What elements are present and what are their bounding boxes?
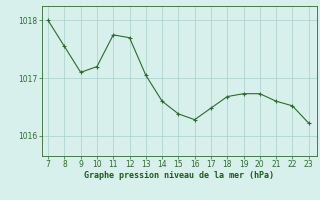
X-axis label: Graphe pression niveau de la mer (hPa): Graphe pression niveau de la mer (hPa): [84, 171, 274, 180]
